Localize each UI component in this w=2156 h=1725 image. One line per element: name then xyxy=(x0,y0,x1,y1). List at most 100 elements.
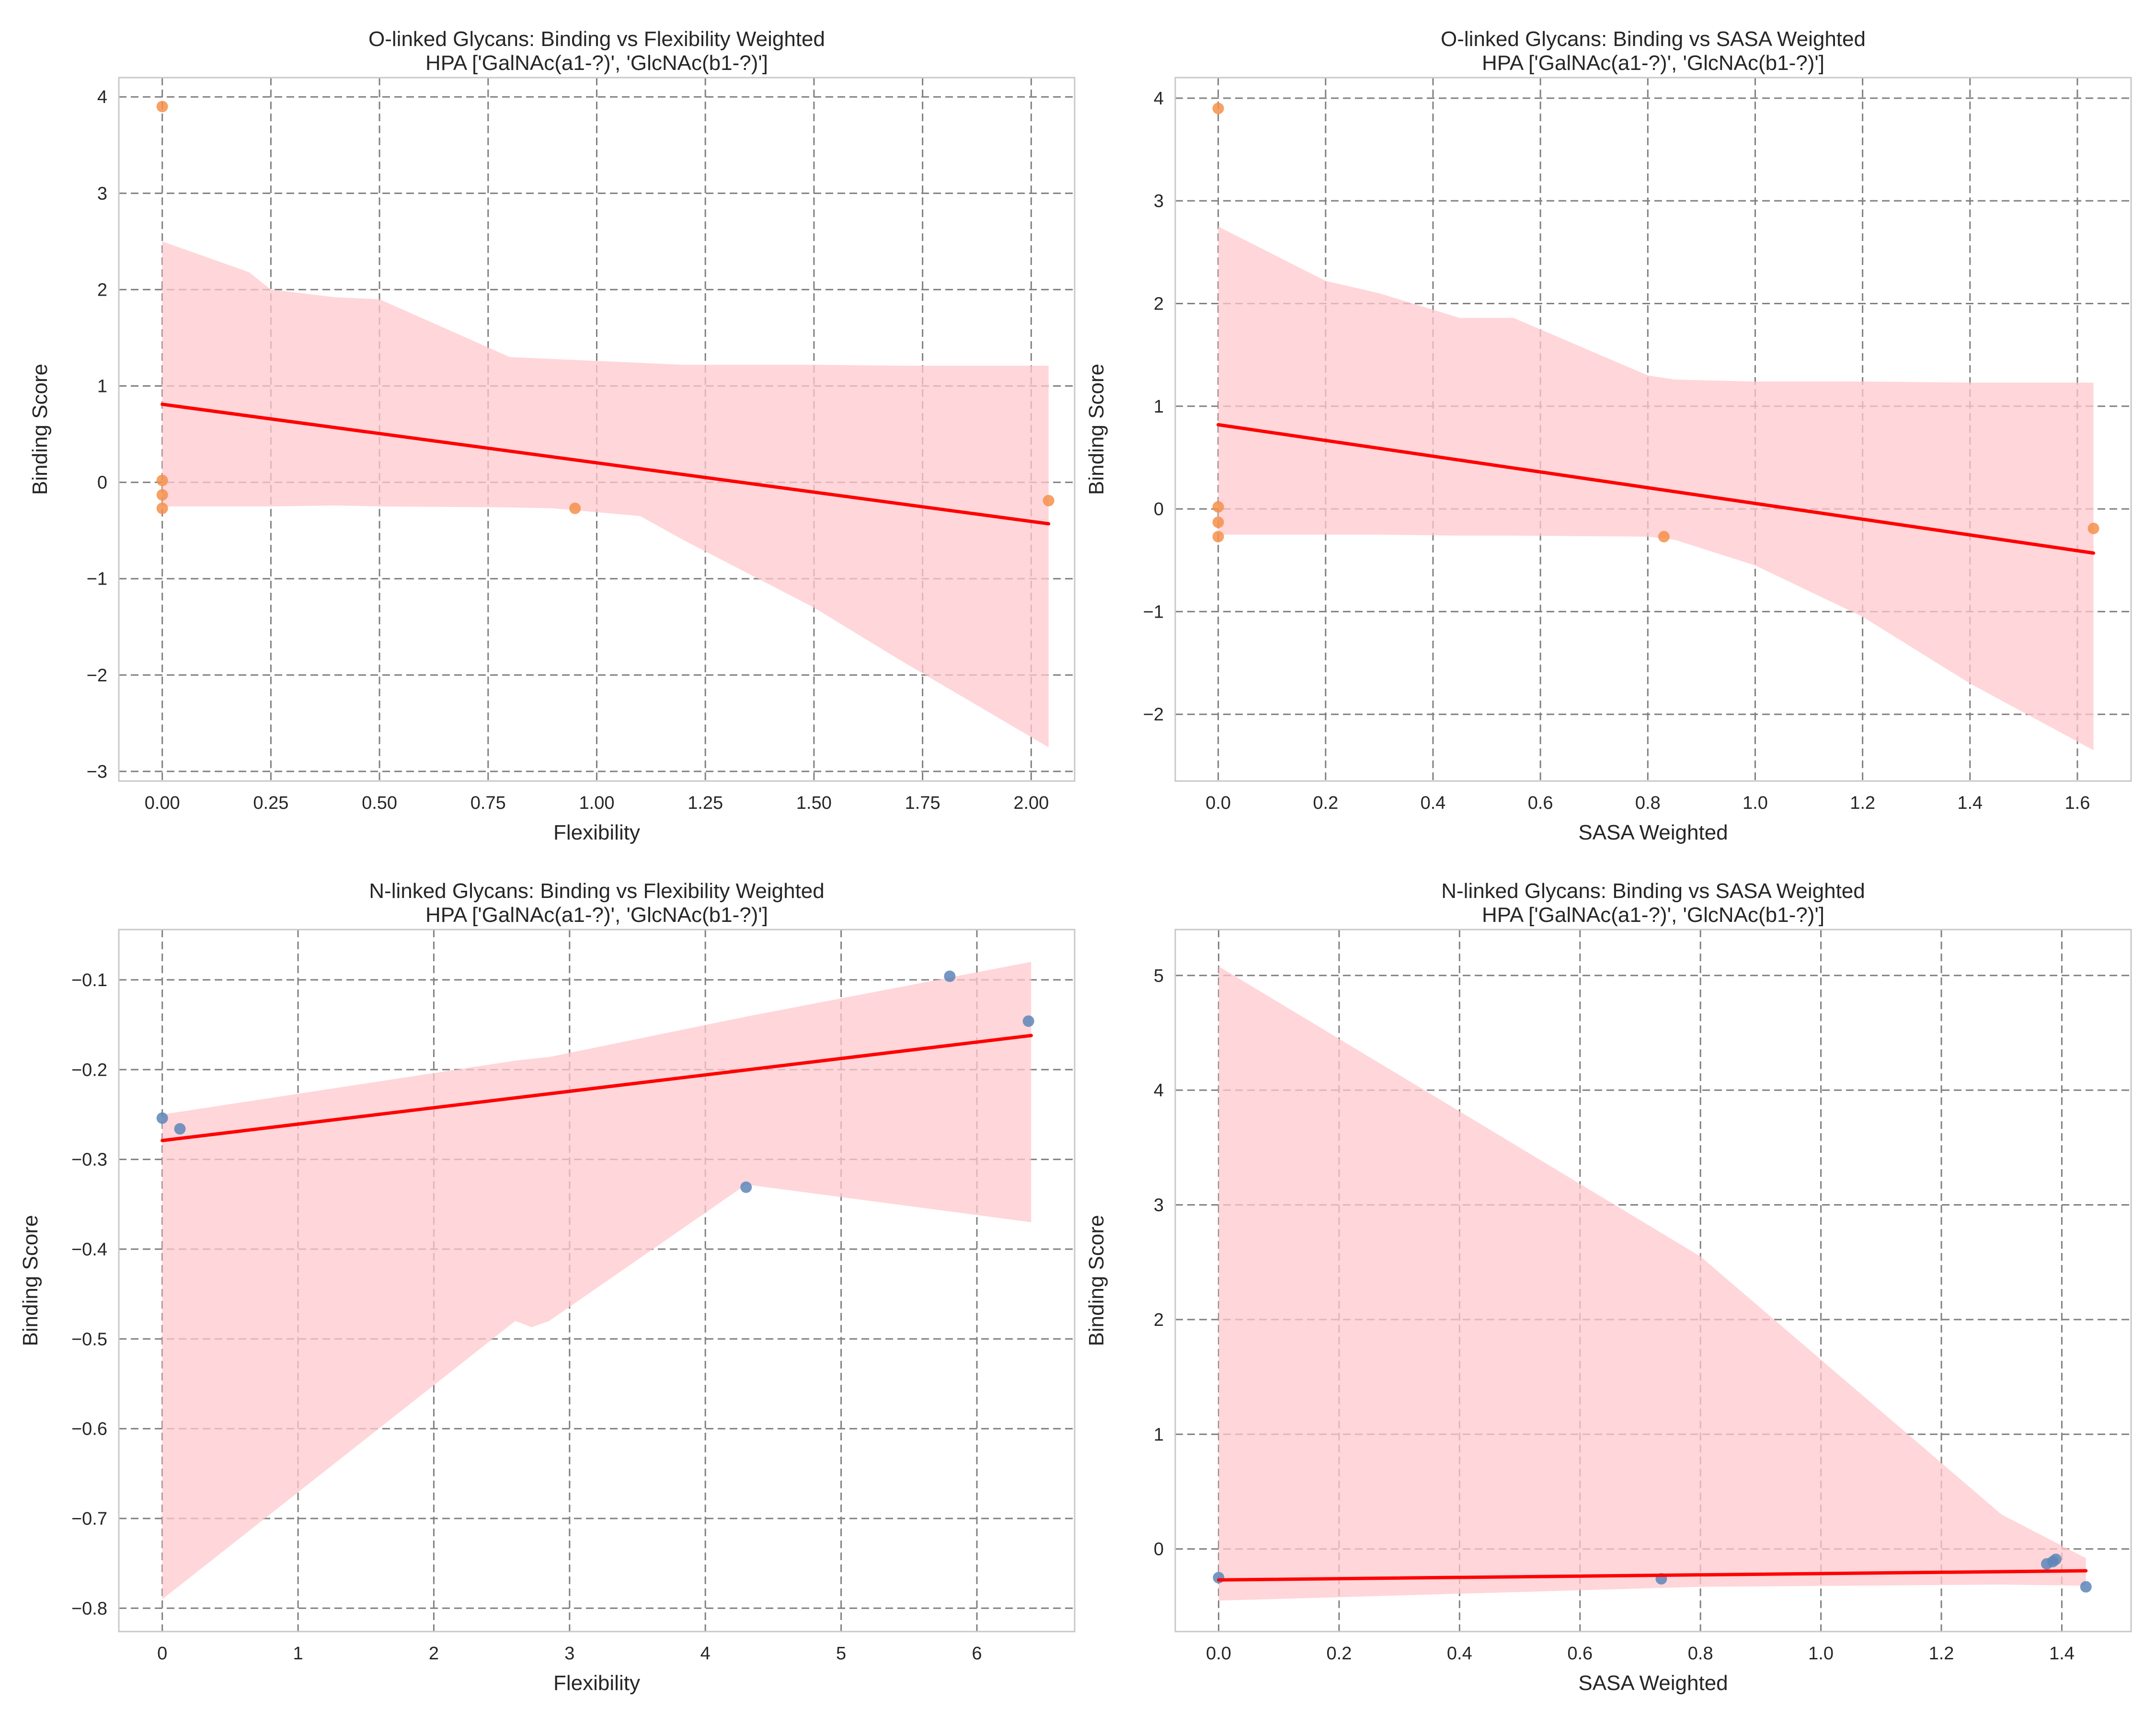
chart-title: N-linked Glycans: Binding vs SASA Weight… xyxy=(1441,879,1865,903)
y-tick-label: 4 xyxy=(1154,89,1164,109)
x-tick-label: 0.25 xyxy=(253,793,288,813)
x-tick-label: 2.00 xyxy=(1013,793,1049,813)
chart-title: N-linked Glycans: Binding vs Flexibility… xyxy=(369,879,824,903)
x-axis-label: Flexibility xyxy=(553,1671,640,1695)
y-axis-label: Binding Score xyxy=(28,364,52,495)
x-tick-label: 4 xyxy=(700,1644,711,1664)
y-tick-label: −1 xyxy=(87,569,107,589)
x-tick-label: 1.4 xyxy=(2049,1644,2075,1664)
x-axis-label: Flexibility xyxy=(553,821,640,844)
chart-subtitle: HPA ['GalNAc(a1-?)', 'GlcNAc(b1-?)'] xyxy=(425,903,768,927)
x-tick-label: 1 xyxy=(293,1644,303,1664)
x-tick-label: 0.8 xyxy=(1688,1644,1713,1664)
y-tick-label: 2 xyxy=(1154,294,1164,314)
x-tick-label: 0 xyxy=(157,1644,167,1664)
data-point xyxy=(1212,516,1224,528)
x-tick-label: 0.4 xyxy=(1421,793,1446,813)
y-axis-label: Binding Score xyxy=(1085,364,1108,495)
x-tick-label: 0.6 xyxy=(1528,793,1553,813)
data-point xyxy=(569,502,581,514)
data-point xyxy=(1212,501,1224,513)
y-tick-label: 2 xyxy=(1154,1310,1164,1330)
axes-frame xyxy=(1174,929,2132,1633)
y-tick-label: −0.3 xyxy=(71,1150,107,1170)
data-point xyxy=(156,474,168,486)
y-tick-label: −1 xyxy=(1143,602,1164,622)
data-point xyxy=(2080,1581,2092,1593)
data-point xyxy=(174,1123,186,1135)
data-point xyxy=(1212,530,1224,542)
data-point xyxy=(1022,1015,1034,1027)
data-point xyxy=(156,1112,168,1124)
confidence-band xyxy=(162,962,1032,1599)
data-point xyxy=(1043,494,1055,506)
x-tick-label: 0.6 xyxy=(1567,1644,1593,1664)
x-tick-label: 1.00 xyxy=(579,793,615,813)
data-point xyxy=(156,101,168,113)
chart-panel-n-flex: 0 1 2 3 4 5 6 −0.8 −0.7 −0.6 −0.5 −0.4 −0.3 −0.2 −0.1 N… xyxy=(19,879,1076,1695)
data-point xyxy=(2087,522,2099,534)
axes-frame xyxy=(1174,77,2132,782)
data-point xyxy=(740,1181,752,1193)
chart-panel-o-sasa: 0.0 0.2 0.4 0.6 0.8 1.0 1.2 1.4 1.6 −2 −1 0 1 2 3 4 O-li… xyxy=(1085,27,2132,844)
regression-line xyxy=(1217,1569,2088,1582)
x-tick-label: 1.2 xyxy=(1850,793,1875,813)
x-tick-label: 1.0 xyxy=(1743,793,1768,813)
y-tick-label: 3 xyxy=(97,184,107,204)
scatter-points xyxy=(156,970,1034,1193)
data-point xyxy=(2050,1553,2062,1565)
y-tick-label: −0.4 xyxy=(71,1240,107,1260)
x-tick-label: 0.00 xyxy=(145,793,180,813)
confidence-band xyxy=(162,241,1049,748)
x-tick-label: 1.6 xyxy=(2065,793,2090,813)
chart-subtitle: HPA ['GalNAc(a1-?)', 'GlcNAc(b1-?)'] xyxy=(1482,903,1824,927)
y-tick-label: −2 xyxy=(87,666,107,686)
y-tick-label: 0 xyxy=(97,473,107,493)
x-tick-label: 1.75 xyxy=(905,793,940,813)
x-axis-label: SASA Weighted xyxy=(1578,821,1728,844)
y-axis-label: Binding Score xyxy=(1085,1215,1108,1346)
data-point xyxy=(1213,1572,1225,1584)
x-tick-label: 0.0 xyxy=(1205,793,1231,813)
y-tick-label: −0.2 xyxy=(71,1060,107,1080)
y-tick-label: 1 xyxy=(1154,397,1164,417)
y-tick-label: −0.5 xyxy=(71,1329,107,1349)
axes-frame xyxy=(118,77,1076,782)
regression-line xyxy=(161,402,1051,526)
data-point xyxy=(1212,103,1224,115)
y-tick-label: 4 xyxy=(1154,1081,1164,1101)
chart-title: O-linked Glycans: Binding vs SASA Weight… xyxy=(1441,27,1866,51)
y-tick-label: −0.7 xyxy=(71,1509,107,1529)
x-tick-label: 5 xyxy=(836,1644,846,1664)
y-tick-label: 2 xyxy=(97,280,107,300)
scatter-points xyxy=(1212,103,2099,542)
y-tick-label: 4 xyxy=(97,87,107,107)
x-tick-label: 1.50 xyxy=(796,793,832,813)
y-tick-label: −0.6 xyxy=(71,1419,107,1439)
scatter-points xyxy=(156,101,1055,514)
y-tick-label: 0 xyxy=(1154,499,1164,519)
data-point xyxy=(156,489,168,501)
x-tick-label: 0.0 xyxy=(1206,1644,1231,1664)
axes-frame xyxy=(118,929,1076,1633)
y-tick-label: 3 xyxy=(1154,1196,1164,1216)
x-tick-label: 0.4 xyxy=(1447,1644,1472,1664)
chart-title: O-linked Glycans: Binding vs Flexibility… xyxy=(368,27,825,51)
x-tick-label: 2 xyxy=(429,1644,439,1664)
x-tick-label: 3 xyxy=(564,1644,574,1664)
y-tick-label: −3 xyxy=(87,762,107,782)
x-axis-label: SASA Weighted xyxy=(1578,1671,1728,1695)
y-tick-label: −0.1 xyxy=(71,970,107,990)
chart-subtitle: HPA ['GalNAc(a1-?)', 'GlcNAc(b1-?)'] xyxy=(1482,51,1824,75)
y-tick-label: 1 xyxy=(1154,1425,1164,1445)
regression-line xyxy=(161,1034,1033,1142)
data-point xyxy=(944,970,956,982)
x-tick-label: 0.2 xyxy=(1313,793,1338,813)
confidence-band xyxy=(1218,966,2086,1601)
y-tick-label: 0 xyxy=(1154,1540,1164,1560)
y-tick-label: 3 xyxy=(1154,191,1164,211)
x-tick-label: 0.75 xyxy=(470,793,506,813)
y-tick-label: 1 xyxy=(97,377,107,397)
y-tick-label: −0.8 xyxy=(71,1598,107,1619)
